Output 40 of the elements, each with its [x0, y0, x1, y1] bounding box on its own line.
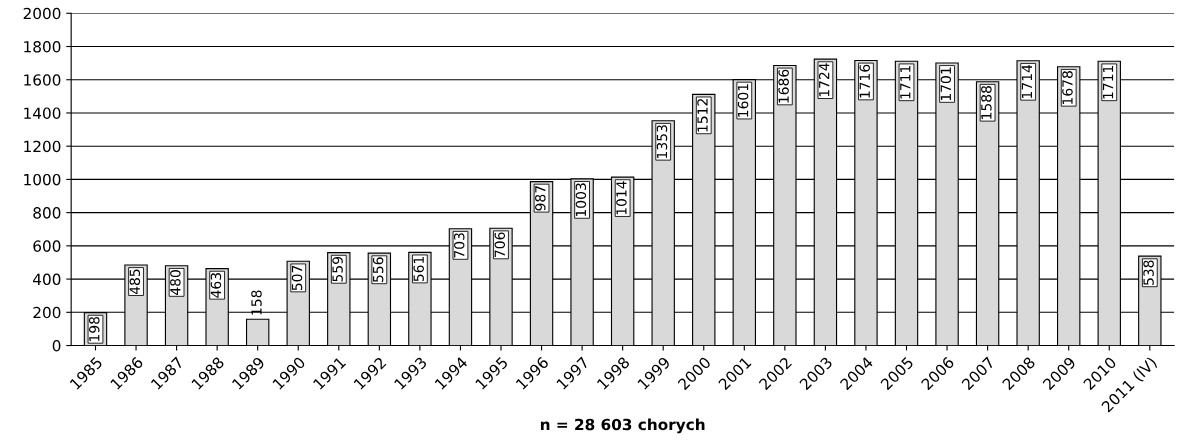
data-label: 1512: [697, 99, 708, 132]
y-tick-label: 1200: [24, 140, 61, 153]
data-label: 1678: [1062, 71, 1073, 104]
y-tick-label: 600: [33, 240, 61, 252]
y-tick-label: 0: [52, 340, 61, 352]
data-label: 1353: [656, 125, 668, 158]
data-label: 1003: [575, 183, 587, 217]
data-label: 538: [1143, 260, 1154, 285]
data-label: 463: [210, 273, 222, 298]
data-label: 1701: [940, 67, 952, 101]
y-tick-label: 1600: [24, 74, 61, 86]
data-label: 1724: [818, 63, 830, 97]
data-label: 1601: [737, 84, 749, 117]
data-label: 559: [332, 256, 343, 282]
data-label: 1711: [1102, 65, 1114, 99]
data-label: 1711: [900, 65, 911, 99]
y-tick-label: 1800: [24, 40, 61, 53]
y-tick-label: 1400: [24, 107, 61, 119]
y-tick-label: 800: [33, 207, 61, 219]
data-label: 158: [251, 290, 262, 315]
data-label: 480: [170, 270, 181, 295]
bar: [245, 318, 270, 346]
data-label: 1014: [616, 181, 627, 215]
data-label: 507: [291, 265, 303, 291]
data-label: 1714: [1021, 64, 1032, 98]
y-tick-label: 2000: [23, 7, 61, 20]
x-axis-title: n = 28 603 chorych: [540, 418, 705, 434]
data-label: 1588: [981, 86, 992, 119]
data-label: 198: [89, 316, 100, 341]
data-label: 485: [129, 269, 141, 295]
y-tick-label: 400: [33, 273, 61, 286]
data-label: 987: [535, 186, 546, 211]
data-label: 706: [494, 232, 506, 257]
y-tick-label: 200: [33, 306, 61, 319]
data-label: 703: [453, 233, 465, 258]
data-label: 1686: [778, 69, 789, 103]
data-label: 556: [372, 257, 384, 282]
data-label: 561: [413, 256, 424, 282]
y-tick-label: 1000: [24, 173, 61, 186]
data-label: 1716: [859, 64, 870, 98]
